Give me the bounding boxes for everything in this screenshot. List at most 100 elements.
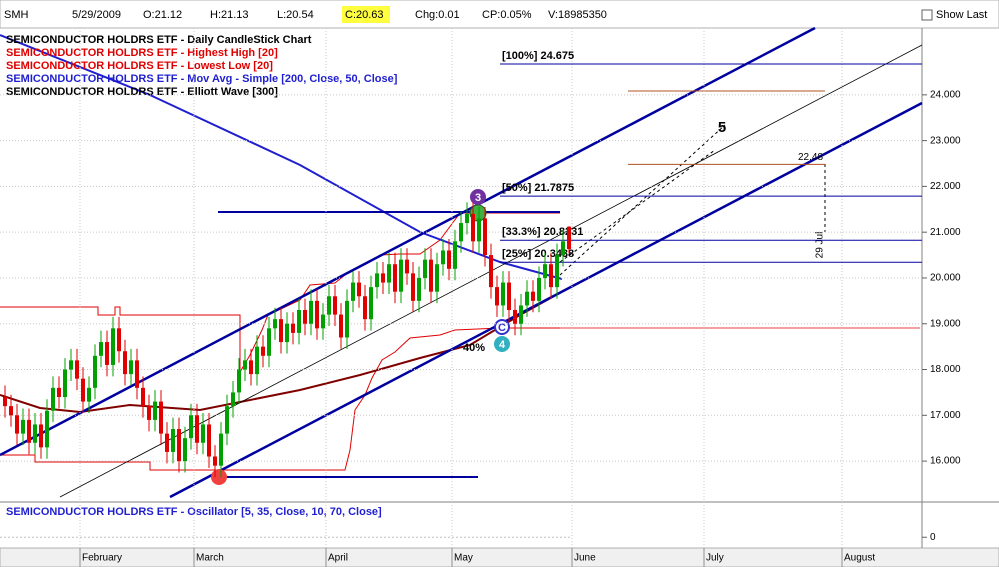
- candle-body: [333, 296, 337, 315]
- legend-entry: SEMICONDUCTOR HOLDRS ETF - Daily CandleS…: [6, 34, 312, 46]
- ma-50-line: [0, 289, 566, 414]
- candle-body: [411, 273, 415, 301]
- candle-body: [267, 328, 271, 356]
- candle-body: [375, 273, 379, 288]
- candle-body: [225, 406, 229, 434]
- candle-body: [87, 387, 91, 402]
- candle-body: [105, 342, 109, 365]
- candle-body: [357, 282, 361, 297]
- candle-body: [15, 415, 19, 434]
- candle-body: [525, 291, 529, 306]
- close: C:20.63: [345, 9, 384, 21]
- retrace-label: 40%: [463, 342, 485, 354]
- candle-body: [63, 369, 67, 397]
- x-tick-label: February: [82, 553, 122, 564]
- candle-body: [465, 213, 469, 224]
- candle-body: [177, 429, 181, 462]
- candle-body: [153, 401, 157, 420]
- candle-body: [69, 360, 73, 370]
- legend-entry: SEMICONDUCTOR HOLDRS ETF - Elliott Wave …: [6, 86, 278, 98]
- candle-body: [417, 277, 421, 301]
- candle-body: [93, 355, 97, 388]
- candle-body: [255, 346, 259, 375]
- wave-marker: [494, 336, 510, 352]
- y-tick-label: 21.000: [930, 227, 961, 238]
- candle-body: [45, 410, 49, 448]
- candle-body: [345, 300, 349, 338]
- candle-body: [567, 226, 571, 250]
- fib-label: [100%] 24.675: [502, 50, 574, 62]
- y-tick-label: 18.000: [930, 364, 961, 375]
- candle-body: [483, 218, 487, 256]
- candle-body: [21, 419, 25, 434]
- candle-body: [399, 259, 403, 292]
- wave-label: C: [498, 322, 506, 334]
- wave-label: 4: [499, 339, 506, 351]
- candle-body: [195, 415, 199, 443]
- x-tick-label: May: [454, 553, 473, 564]
- lower-channel: [169, 101, 923, 499]
- candle-body: [231, 392, 235, 407]
- candle-body: [171, 429, 175, 452]
- legend-entry: SEMICONDUCTOR HOLDRS ETF - Mov Avg - Sim…: [6, 73, 398, 85]
- candle-body: [159, 401, 163, 434]
- wave-label: 3: [475, 192, 481, 204]
- candle-body: [207, 424, 211, 457]
- candle-body: [561, 241, 565, 256]
- candle-body: [327, 296, 331, 315]
- osc-tick-label: 0: [930, 532, 936, 543]
- candle-body: [459, 223, 463, 242]
- candle-body: [81, 378, 85, 402]
- low: L:20.54: [277, 9, 314, 21]
- x-tick-label: July: [706, 553, 724, 564]
- show-last-checkbox[interactable]: [921, 9, 933, 21]
- candle-body: [51, 387, 55, 411]
- candle-body: [513, 310, 517, 324]
- y-tick-label: 16.000: [930, 456, 961, 467]
- candle-body: [201, 424, 205, 443]
- date: 5/29/2009: [72, 9, 121, 21]
- wave-marker: [470, 189, 486, 205]
- plot-area: 16.000 17.000 18.000 19.000 20.000 21.000 22.0…: [0, 28, 961, 567]
- x-tick-label: April: [328, 553, 348, 564]
- candle-body: [543, 264, 547, 278]
- x-tick-label: March: [196, 553, 224, 564]
- x-tick-label: August: [844, 553, 875, 564]
- candle-body: [27, 419, 31, 443]
- candle-body: [387, 264, 391, 283]
- candle-body: [315, 300, 319, 329]
- candle-body: [189, 415, 193, 439]
- candle-body: [261, 346, 265, 356]
- fib-label: [50%] 21.7875: [502, 182, 574, 194]
- candle-body: [129, 360, 133, 375]
- candle-body: [243, 360, 247, 370]
- y-tick-label: 23.000: [930, 135, 961, 146]
- candle-body: [297, 310, 301, 333]
- wave-label: 5: [718, 119, 726, 136]
- candle-body: [303, 310, 307, 324]
- candle-body: [183, 438, 187, 462]
- wave-marker: [211, 469, 227, 485]
- candle-body: [531, 291, 535, 301]
- candle-body: [519, 305, 523, 324]
- candle-body: [273, 319, 277, 329]
- candle-body: [471, 213, 475, 242]
- candle-body: [117, 328, 121, 352]
- y-tick-label: 20.000: [930, 273, 961, 284]
- candle-body: [429, 259, 433, 292]
- candle-body: [477, 218, 481, 242]
- candle-body: [147, 406, 151, 420]
- candle-body: [423, 259, 427, 278]
- candle-body: [351, 282, 355, 301]
- candle-body: [321, 314, 325, 329]
- x-axis-band: [0, 547, 999, 567]
- show-last-label[interactable]: Show Last: [936, 9, 987, 21]
- candle-body: [9, 406, 13, 416]
- fib-label: [33.3%] 20.8231: [502, 226, 583, 238]
- y-tick-label: 17.000: [930, 410, 961, 421]
- candle-body: [213, 456, 217, 466]
- legend-entry: SEMICONDUCTOR HOLDRS ETF - Highest High …: [6, 47, 278, 59]
- target-date: 29 Jul: [815, 232, 826, 259]
